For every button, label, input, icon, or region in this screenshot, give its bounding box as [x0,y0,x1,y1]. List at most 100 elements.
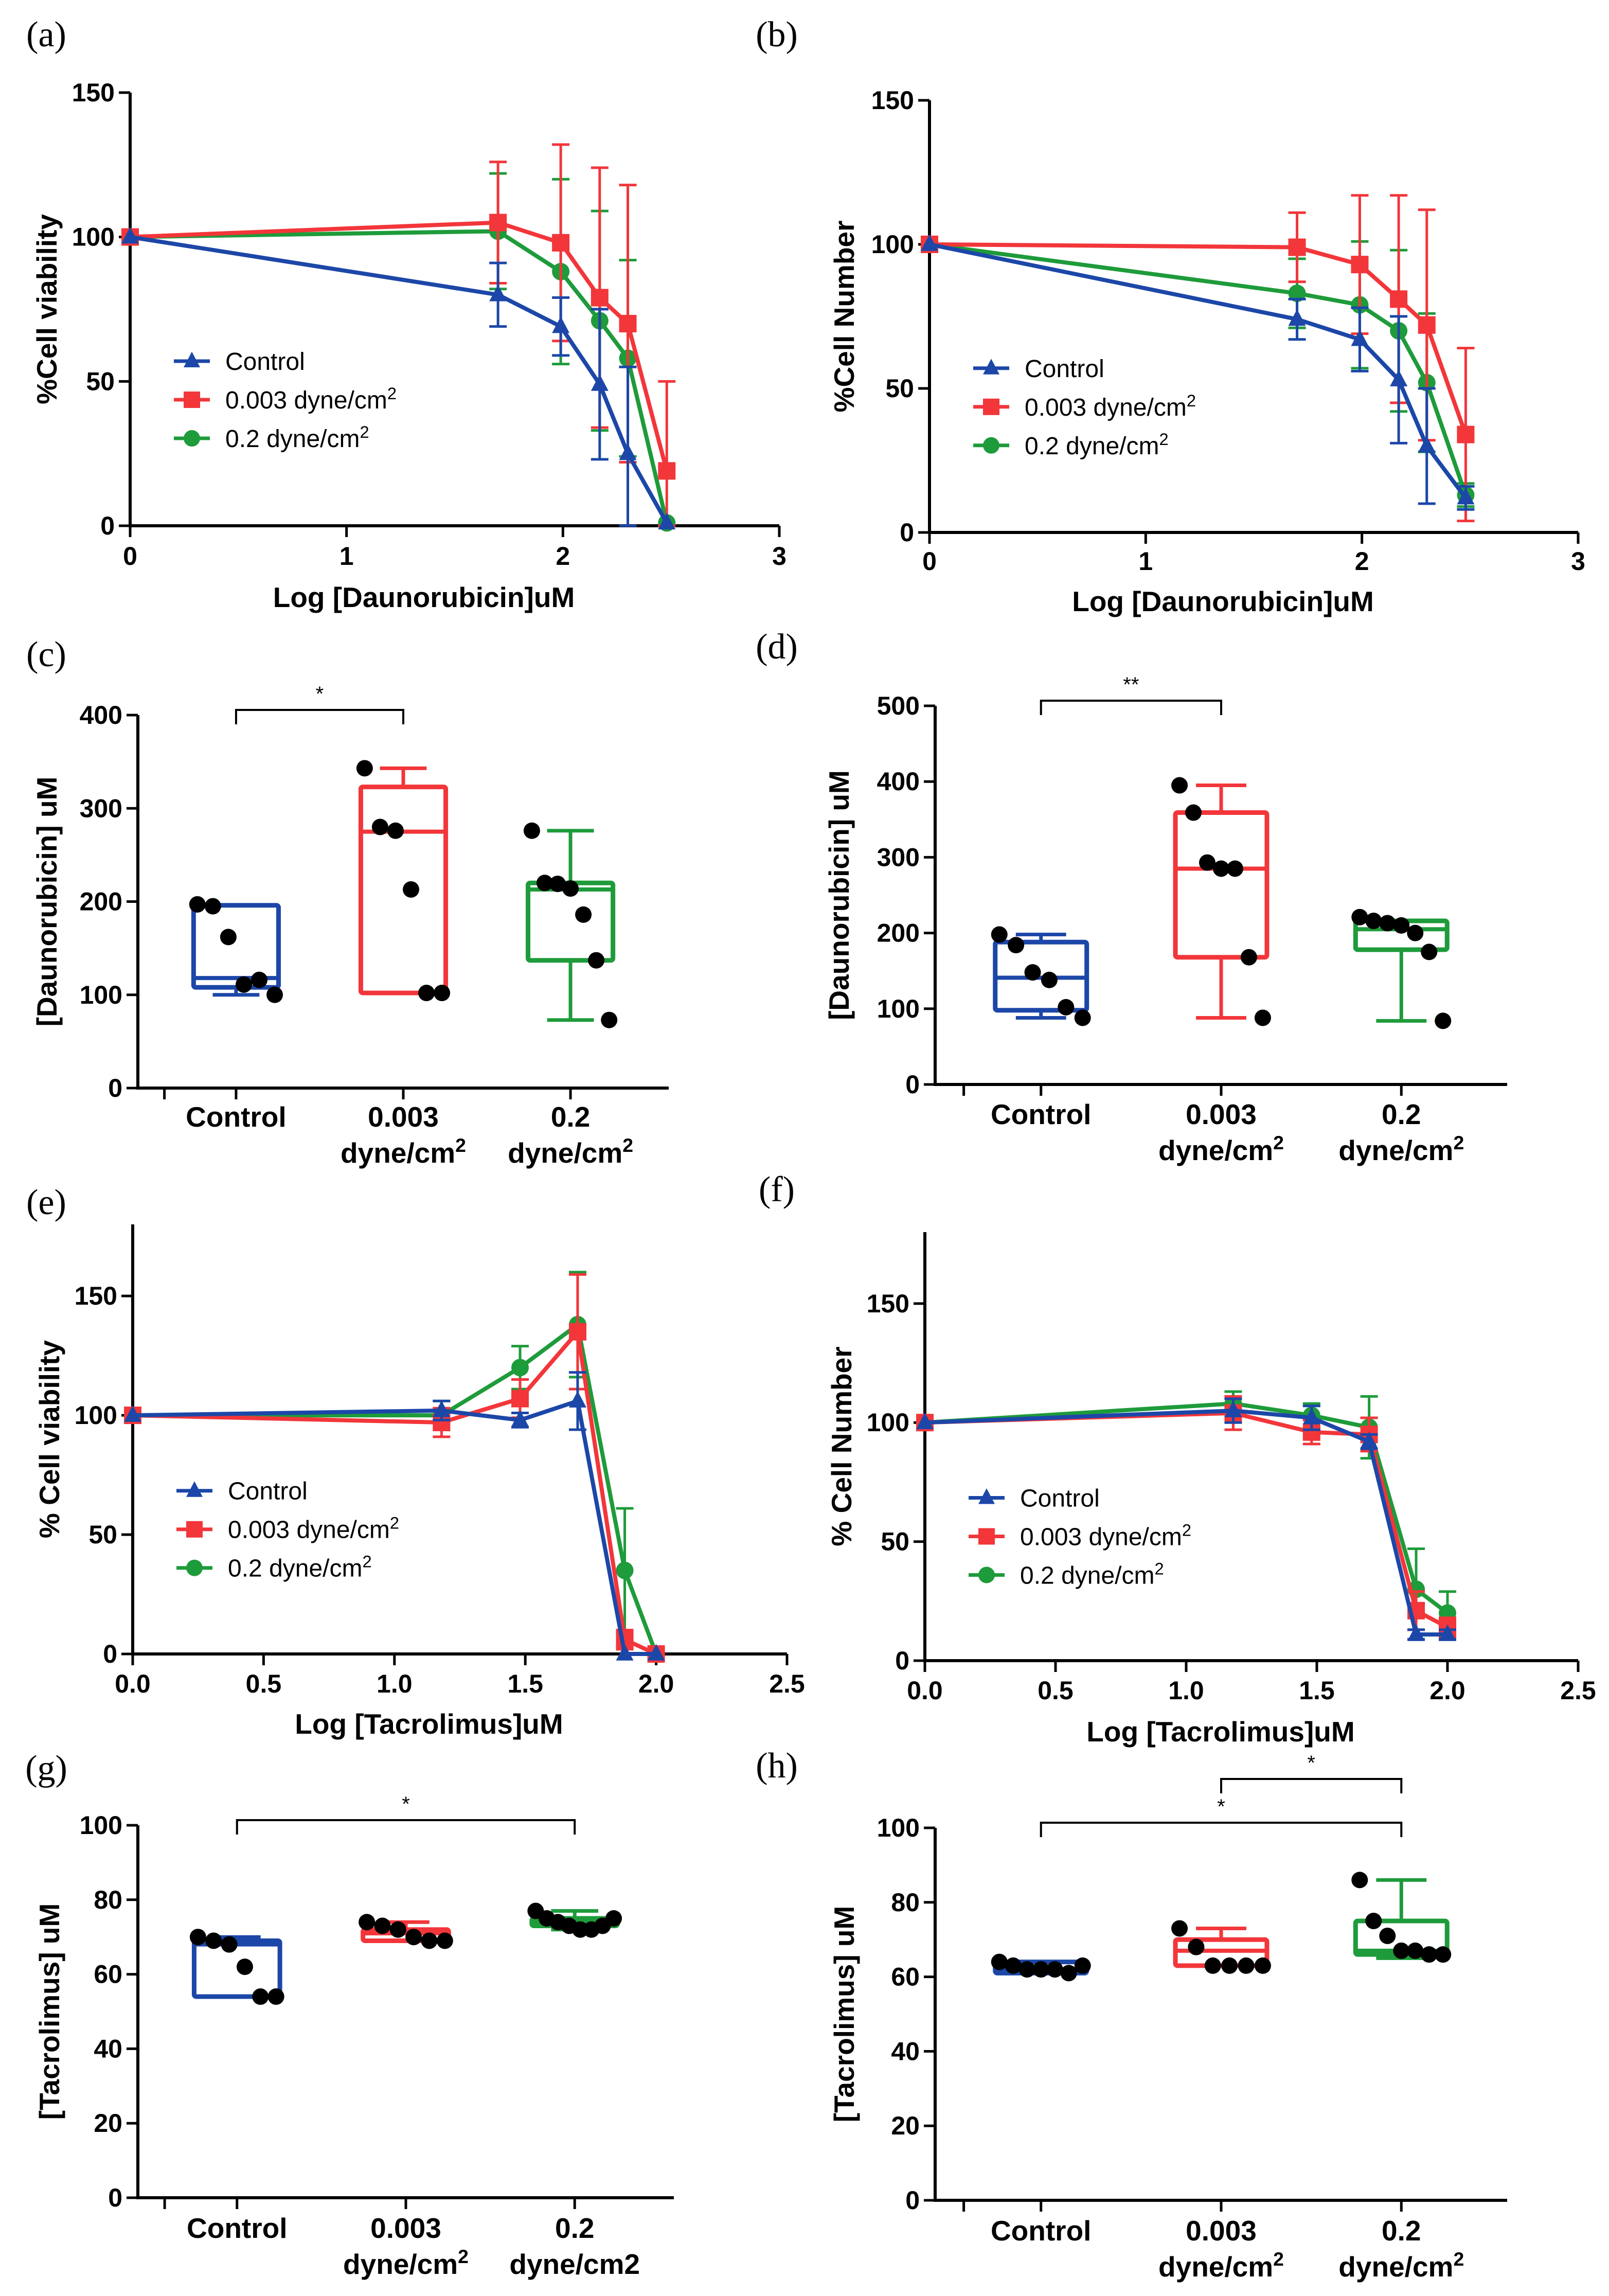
y-tick-label: 80 [94,1885,122,1914]
superscript: 2 [455,1134,466,1156]
legend-label: 0.003 dyne/cm2 [1020,1520,1191,1551]
y-tick-label: 20 [891,2111,920,2140]
data-point [220,929,237,946]
square-marker [978,1528,995,1545]
y-tick-label: 80 [891,1888,920,1917]
data-point [235,976,252,993]
significance-label: * [316,683,324,705]
circle-marker [511,1359,529,1377]
superscript: 2 [622,1134,633,1156]
circle-marker [186,1559,203,1576]
data-point [1240,949,1257,966]
data-point [1188,1938,1205,1955]
legend-label: Control [228,1478,308,1505]
data-point [251,971,267,988]
data-point [1421,944,1438,960]
x-tick-label: 0.0 [907,1676,943,1705]
data-point [405,1929,422,1946]
legend-label: 0.2 dyne/cm2 [1025,429,1169,460]
x-axis-title: Log [Tacrolimus]uM [1086,1716,1354,1748]
y-tick-label: 300 [80,794,122,823]
data-point [1185,804,1202,821]
y-tick-label: 0 [108,1074,122,1102]
y-axis-title: %Cell Number [828,221,860,413]
x-tick-label: 3 [772,542,786,571]
data-point [1435,1012,1452,1029]
superscript: 2 [362,1552,371,1571]
data-point [536,875,553,892]
y-tick-label: 50 [88,1520,117,1549]
data-point [421,1932,438,1949]
series-line [130,220,669,472]
triangle-marker [568,1391,586,1408]
data-point [1213,860,1229,877]
data-point [1365,913,1382,930]
data-point [549,876,566,893]
y-tick-label: 100 [80,981,122,1009]
y-tick-label: 0 [900,518,914,547]
superscript: 2 [1453,1132,1464,1153]
superscript: 2 [1182,1520,1191,1539]
square-marker [1351,256,1369,274]
significance-label: ** [1123,673,1139,696]
category-label: 0.2 [1382,1098,1421,1130]
panel-e: (e) 0 50 100 150 % Cell viability 0.0 0.5 1.0 1.5… [26,1183,805,1740]
triangle-marker [511,1410,529,1427]
category-label: dyne/cm2 [509,2248,640,2280]
y-tick-label: 0 [100,511,115,540]
panel-g: (g) 0 20 40 60 80 100 [Tacrolimus] uM Control 0.0… [25,1749,674,2280]
series-line [130,229,669,524]
data-point [562,880,579,897]
triangle-marker [1288,309,1306,326]
panel-label: (f) [759,1170,795,1209]
category-label: 0.003 [370,2212,441,2244]
superscript: 2 [1273,1132,1284,1153]
significance-bracket [1040,700,1222,715]
triangle-marker [658,512,676,530]
significance-label: * [402,1793,410,1816]
triangle-marker [1224,1400,1242,1417]
triangle-marker [552,316,570,333]
y-tick-label: 200 [80,887,122,916]
data-point [359,1914,376,1931]
y-tick-label: 150 [75,1282,117,1310]
data-point [189,896,206,913]
x-tick-label: 2 [1355,547,1369,576]
triangle-marker [186,1481,203,1497]
data-point [588,952,605,969]
y-tick-label: 0 [103,1640,117,1668]
data-point [371,818,388,835]
superscript: 2 [390,1513,399,1532]
y-tick-label: 500 [877,691,920,720]
legend-label: 0.2 dyne/cm2 [228,1552,372,1582]
square-marker [619,315,637,333]
category-label: Control [991,1098,1092,1130]
triangle-marker [1360,1431,1378,1448]
data-point [1171,777,1188,794]
data-point [1171,1920,1188,1937]
y-axis-title: % Cell viability [33,1340,65,1539]
significance-bracket [1220,1778,1403,1793]
data-point [267,1988,284,2005]
panel-label: (a) [26,15,66,55]
x-tick-label: 1.5 [1299,1676,1335,1705]
x-tick-label: 0 [922,547,937,576]
series-line [133,1322,658,1655]
x-tick-label: 2.5 [1560,1676,1596,1705]
y-tick-label: 60 [94,1960,122,1989]
superscript: 2 [458,2246,469,2267]
category-label: dyne/cm2 [343,2246,469,2280]
triangle-marker [433,1400,451,1417]
triangle-marker [616,1644,634,1661]
circle-marker [1288,284,1306,302]
data-point [605,1910,622,1927]
y-tick-label: 150 [871,86,914,115]
triangle-marker [983,359,999,375]
y-tick-label: 50 [885,374,914,403]
x-tick-label: 0.5 [246,1669,282,1698]
panel-label: (h) [756,1746,798,1786]
data-point [1018,1961,1035,1978]
panel-a: (a) 0 50 100 150 %Cell viability 0 1 2 3 Log [Daun… [26,15,786,613]
x-tick-label: 1.5 [507,1669,543,1698]
y-tick-label: 50 [881,1527,909,1556]
